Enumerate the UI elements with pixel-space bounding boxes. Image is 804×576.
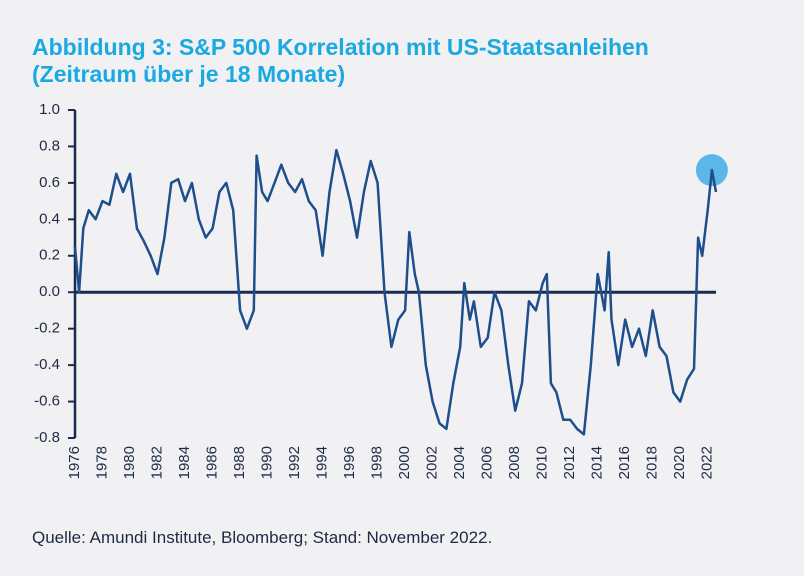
chart-title: Abbildung 3: S&P 500 Korrelation mit US-…: [32, 34, 649, 60]
y-tick-label: 1.0: [39, 101, 60, 118]
y-tick-label: 0.8: [39, 137, 60, 154]
x-tick-label: 2010: [534, 446, 551, 479]
x-tick-label: 2004: [451, 446, 468, 479]
x-tick-label: 1978: [93, 446, 110, 479]
x-tick-label: 1998: [369, 446, 386, 479]
y-tick-label: 0.6: [39, 174, 60, 191]
x-tick-label: 2006: [479, 446, 496, 479]
x-tick-label: 2020: [671, 446, 688, 479]
x-tick-label: 1984: [176, 446, 193, 479]
x-tick-label: 2008: [506, 446, 523, 479]
x-tick-label: 2022: [699, 446, 716, 479]
source-note: Quelle: Amundi Institute, Bloomberg; Sta…: [32, 528, 492, 547]
x-tick-label: 1980: [121, 446, 138, 479]
y-tick-label: -0.4: [34, 356, 60, 373]
x-tick-label: 1994: [314, 446, 331, 479]
x-tick-label: 1976: [66, 446, 83, 479]
y-tick-label: -0.6: [34, 393, 60, 410]
x-tick-label: 1996: [341, 446, 358, 479]
y-tick-label: -0.2: [34, 320, 60, 337]
x-tick-label: 1992: [286, 446, 303, 479]
x-tick-label: 2000: [396, 446, 413, 479]
x-tick-label: 2016: [616, 446, 633, 479]
x-tick-label: 1982: [149, 446, 166, 479]
chart-title: (Zeitraum über je 18 Monate): [32, 61, 345, 87]
x-tick-label: 2012: [561, 446, 578, 479]
y-tick-label: 0.0: [39, 283, 60, 300]
x-tick-label: 1988: [231, 446, 248, 479]
y-tick-label: -0.8: [34, 429, 60, 446]
x-tick-label: 2018: [644, 446, 661, 479]
x-tick-label: 1986: [204, 446, 221, 479]
x-tick-label: 1990: [259, 446, 276, 479]
x-tick-label: 2014: [589, 446, 606, 479]
y-tick-label: 0.2: [39, 247, 60, 264]
series-line: [73, 148, 718, 436]
y-tick-label: 0.4: [39, 210, 60, 227]
x-tick-label: 2002: [424, 446, 441, 479]
